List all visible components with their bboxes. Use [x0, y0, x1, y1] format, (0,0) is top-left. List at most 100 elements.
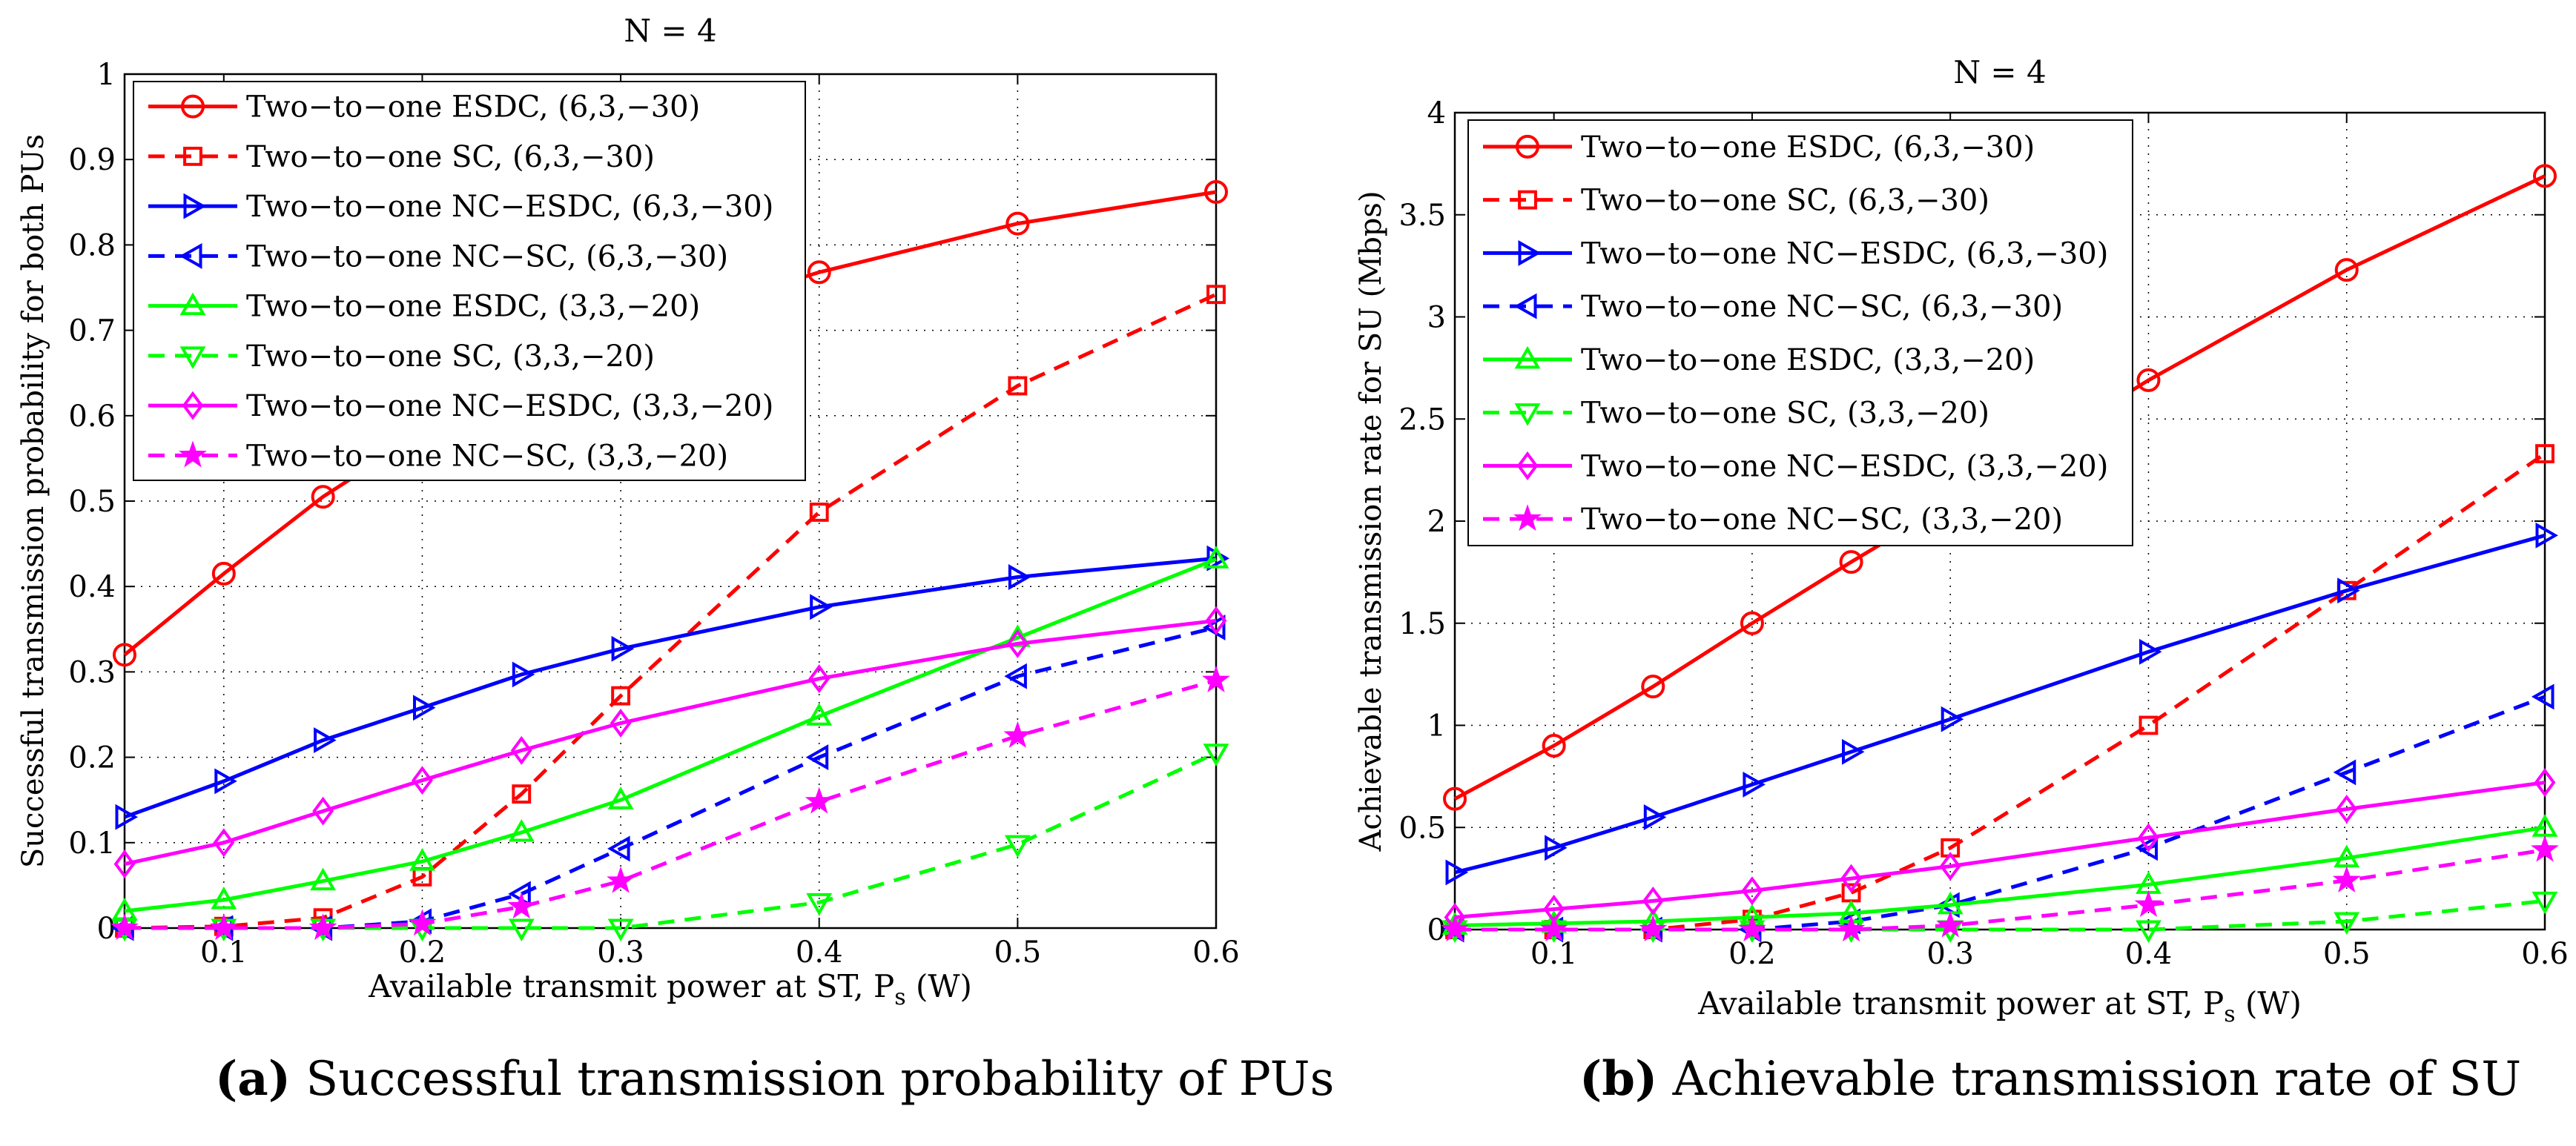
data-point-s5 — [508, 818, 535, 842]
data-point-s8 — [507, 892, 536, 919]
x-axis-label-unit: (W) — [2236, 985, 2302, 1021]
data-point-s3 — [2337, 577, 2360, 604]
series-line-1 — [1453, 174, 2546, 801]
data-point-s5 — [1203, 546, 1229, 569]
data-point-s7 — [610, 709, 632, 738]
data-point-s3 — [1743, 771, 1766, 798]
x-tick-label: 0.5 — [2323, 937, 2371, 971]
data-point-s2 — [512, 784, 532, 804]
data-point-s4 — [2333, 759, 2357, 786]
data-point-s6 — [1004, 835, 1031, 858]
data-point-s8 — [1202, 666, 1230, 692]
ticks: 0.1 0.2 0.3 0.4 0.5 0.600.10.20.30.40.50.60.7… — [68, 58, 1239, 970]
x-axis-label-sub: s — [894, 984, 905, 1010]
y-axis-label: Achievable transmission rate for SU (Mbp… — [1354, 191, 1388, 852]
data-point-s8 — [1539, 915, 1568, 942]
caption-b-text: Achievable transmission rate of SU — [1672, 1052, 2522, 1107]
legend-marker-1 — [1516, 134, 1539, 159]
data-point-s6 — [508, 918, 535, 942]
data-point-s7 — [2138, 823, 2159, 852]
legend-label-3: Two−to−one NC−ESDC, (6,3,−30) — [1581, 236, 2108, 271]
data-point-s1 — [311, 485, 335, 509]
data-point-s1 — [1542, 734, 1566, 758]
y-tick-label: 0.7 — [68, 314, 116, 348]
y-tick-label: 0.6 — [68, 400, 116, 434]
series-line-8 — [125, 678, 1217, 930]
data-point-s7 — [1642, 886, 1664, 915]
data-point-s8 — [1936, 910, 1965, 938]
y-tick-label: 1 — [97, 58, 116, 92]
x-tick-label: 0.4 — [796, 935, 843, 970]
series-group — [1441, 164, 2559, 944]
legend-marker-2 — [183, 146, 202, 166]
series-line-6 — [125, 751, 1218, 930]
data-point-s7 — [113, 849, 136, 879]
caption-a: (a) Successful transmission probability … — [215, 1051, 1334, 1107]
caption-b: (b) Achievable transmission rate of SU — [1579, 1051, 2521, 1107]
data-point-s3 — [413, 695, 436, 721]
ticks: 0.1 0.2 0.3 0.4 0.5 0.600.511.522.533.54 — [1398, 96, 2568, 971]
caption-a-text: Successful transmission probability of P… — [306, 1052, 1335, 1107]
series-line-2 — [124, 292, 1218, 930]
data-point-s4 — [2531, 683, 2554, 710]
legend-marker-4 — [1513, 293, 1537, 319]
data-point-s3 — [611, 635, 635, 662]
x-axis-label-unit: (W) — [906, 968, 972, 1004]
series-line-5 — [124, 557, 1217, 913]
y-tick-label: 0.4 — [68, 570, 116, 604]
data-point-s1 — [2334, 258, 2359, 282]
data-point-s1 — [1839, 550, 1863, 574]
legend-label-1: Two−to−one ESDC, (6,3,−30) — [246, 90, 700, 125]
y-tick-label: 0.8 — [68, 228, 116, 262]
data-point-s4 — [607, 835, 630, 862]
legend-marker-3 — [183, 193, 207, 219]
data-point-s8 — [805, 786, 833, 814]
legend: Two−to−one ESDC, (6,3,−30) Two−to−one SC,… — [133, 81, 806, 481]
data-point-s7 — [1006, 629, 1028, 658]
legend-label-5: Two−to−one ESDC, (3,3,−20) — [1581, 343, 2035, 377]
data-point-s7 — [510, 735, 532, 765]
legend-marker-8 — [1513, 504, 1542, 531]
y-tick-label: 3 — [1427, 301, 1446, 335]
legend-label-2: Two−to−one SC, (6,3,−30) — [246, 140, 655, 174]
data-point-s7 — [2336, 794, 2358, 824]
data-point-s7 — [2534, 768, 2556, 798]
legend-label-7: Two−to−one NC−ESDC, (3,3,−20) — [1581, 449, 2108, 483]
y-tick-label: 1.5 — [1398, 607, 1446, 641]
data-point-s2 — [2535, 444, 2554, 464]
data-point-s8 — [1003, 721, 1032, 748]
data-point-s8 — [1737, 915, 1766, 942]
x-tick-label: 0.6 — [2521, 937, 2569, 971]
legend-marker-7 — [1516, 451, 1539, 480]
data-point-s1 — [2136, 368, 2161, 392]
data-point-s2 — [809, 503, 829, 522]
series-line-5 — [1454, 825, 2546, 927]
data-point-s6 — [2136, 920, 2161, 944]
data-point-s2 — [611, 686, 631, 706]
data-point-s1 — [1740, 611, 1764, 635]
chart-title: N = 4 — [624, 13, 716, 49]
data-point-s8 — [1441, 915, 1469, 942]
data-point-s3 — [2535, 522, 2559, 549]
y-tick-label: 4 — [1427, 96, 1446, 130]
data-point-s3 — [1008, 564, 1031, 590]
data-point-s5 — [2334, 844, 2360, 868]
legend-label-5: Two−to−one ESDC, (3,3,−20) — [246, 290, 700, 324]
y-tick-label: 2 — [1427, 505, 1446, 539]
x-axis-label-main: Available transmit power at ST, P — [368, 968, 894, 1004]
legend-marker-1 — [181, 94, 205, 119]
legend-marker-8 — [179, 440, 207, 468]
legend-label-6: Two−to−one SC, (3,3,−20) — [246, 340, 655, 374]
legend-label-8: Two−to−one NC−SC, (3,3,−20) — [1581, 503, 2063, 537]
data-point-s3 — [2139, 638, 2162, 665]
legend-marker-6 — [179, 346, 206, 369]
data-point-s7 — [1205, 606, 1227, 635]
data-point-s6 — [2532, 891, 2558, 915]
data-point-s4 — [1004, 663, 1027, 689]
legend-label-1: Two−to−one ESDC, (6,3,−30) — [1581, 130, 2035, 165]
data-point-s8 — [408, 909, 437, 936]
y-tick-label: 0.5 — [68, 485, 116, 519]
data-point-s6 — [607, 918, 634, 942]
series-line-3 — [124, 556, 1217, 819]
data-point-s2 — [1008, 376, 1028, 396]
